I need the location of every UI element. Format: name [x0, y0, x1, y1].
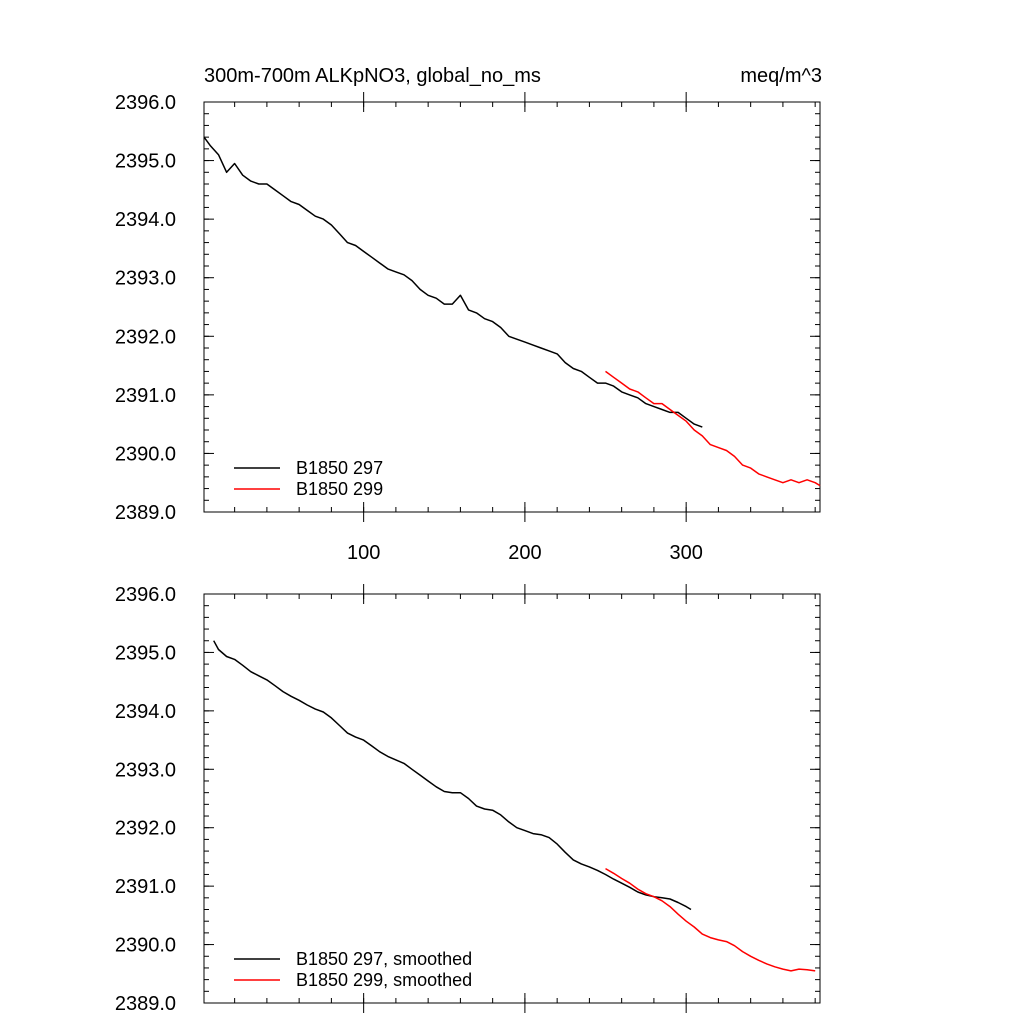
y-tick-label: 2389.0: [115, 502, 176, 524]
series-line-1: [203, 136, 703, 428]
y-tick-label: 2394.0: [115, 209, 176, 231]
legend-label-1: B1850 297: [296, 458, 383, 478]
y-tick-label: 2391.0: [115, 385, 176, 407]
x-tick-label: 100: [347, 542, 380, 564]
plot-frame: [203, 593, 821, 1004]
y-tick-label: 2395.0: [115, 642, 176, 664]
y-tick-label: 2396.0: [115, 92, 176, 114]
y-tick-label: 2393.0: [115, 759, 176, 781]
legend-label-1: B1850 297, smoothed: [296, 949, 472, 969]
series-line-1: [213, 640, 692, 911]
chart-title: 300m-700m ALKpNO3, global_no_ms: [204, 65, 541, 87]
bottom-panel: 2389.0 2390.0 2391.0 2392.0 2393.0 2394.0 2395…: [115, 584, 821, 1015]
y-tick-label: 2391.0: [115, 876, 176, 898]
y-tick-label: 2394.0: [115, 701, 176, 723]
plot-frame: [203, 101, 821, 513]
y-tick-label: 2396.0: [115, 584, 176, 606]
legend-label-2: B1850 299, smoothed: [296, 970, 472, 990]
y-tick-label: 2392.0: [115, 818, 176, 840]
y-tick-label: 2390.0: [115, 935, 176, 957]
chart-units: meq/m^3: [740, 65, 822, 87]
y-tick-label: 2395.0: [115, 151, 176, 173]
y-tick-label: 2392.0: [115, 326, 176, 348]
series-line-2: [605, 867, 816, 972]
top-panel: 2389.0 2390.0 2391.0 2392.0 2393.0 2394.0 2395…: [115, 92, 821, 564]
y-tick-label: 2389.0: [115, 993, 176, 1015]
x-tick-label: 300: [669, 542, 702, 564]
y-tick-label: 2393.0: [115, 268, 176, 290]
x-tick-label: 200: [508, 542, 541, 564]
y-tick-label: 2390.0: [115, 443, 176, 465]
series-line-2: [605, 370, 821, 487]
legend-label-2: B1850 299: [296, 479, 383, 499]
